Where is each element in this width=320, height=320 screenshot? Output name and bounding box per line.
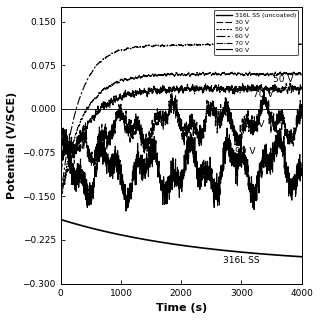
Text: 50 V: 50 V bbox=[273, 75, 293, 84]
Text: 90 V: 90 V bbox=[236, 147, 256, 156]
Text: 60 V: 60 V bbox=[273, 42, 293, 51]
X-axis label: Time (s): Time (s) bbox=[156, 303, 207, 313]
Text: 30 V: 30 V bbox=[244, 120, 265, 129]
Y-axis label: Potential (V/SCE): Potential (V/SCE) bbox=[7, 92, 17, 199]
Text: 70 V: 70 V bbox=[253, 90, 274, 99]
Legend: 316L SS (uncoated), 30 V, 50 V, 60 V, 70 V, 90 V: 316L SS (uncoated), 30 V, 50 V, 60 V, 70… bbox=[214, 10, 299, 55]
Text: 316L SS: 316L SS bbox=[223, 256, 260, 265]
